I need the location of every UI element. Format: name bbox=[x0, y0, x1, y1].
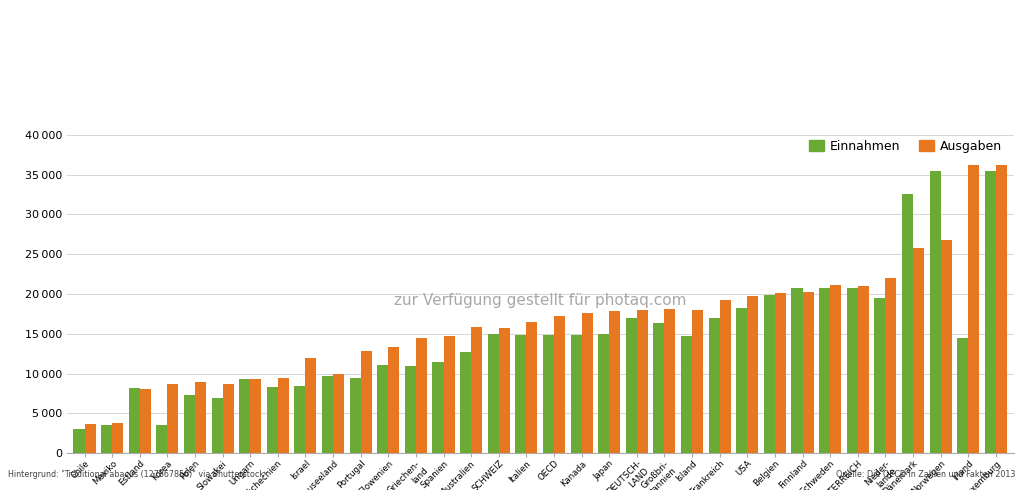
Bar bbox=[322, 376, 333, 453]
Bar bbox=[212, 397, 222, 453]
Bar bbox=[333, 374, 344, 453]
Text: Staatliche Ausgaben und Einnahmen: Staatliche Ausgaben und Einnahmen bbox=[63, 5, 639, 33]
Bar bbox=[543, 335, 554, 453]
Text: Quelle: Die OECD in Zahlen und Fakten 2013: Quelle: Die OECD in Zahlen und Fakten 20… bbox=[837, 469, 1016, 479]
Bar bbox=[554, 317, 565, 453]
Bar bbox=[748, 296, 759, 453]
Bar bbox=[969, 165, 979, 453]
Text: )): )) bbox=[12, 24, 48, 62]
Text: zur Verfügung gestellt für photaq.com: zur Verfügung gestellt für photaq.com bbox=[394, 293, 686, 308]
Bar bbox=[665, 309, 676, 453]
Bar bbox=[598, 334, 609, 453]
Bar bbox=[609, 311, 621, 453]
Bar bbox=[388, 346, 399, 453]
Bar bbox=[775, 293, 786, 453]
Bar bbox=[443, 336, 455, 453]
Bar bbox=[626, 318, 637, 453]
Bar bbox=[957, 338, 969, 453]
Bar bbox=[294, 386, 305, 453]
Bar bbox=[195, 382, 206, 453]
Bar bbox=[157, 424, 167, 453]
Bar bbox=[819, 289, 830, 453]
Text: Pro-Kopf-Angaben für die OECD-Länder in Kaufkraftparität (PPP-$), 2010: Pro-Kopf-Angaben für die OECD-Länder in … bbox=[63, 93, 489, 106]
Bar bbox=[432, 362, 443, 453]
Legend: Einnahmen, Ausgaben: Einnahmen, Ausgaben bbox=[804, 135, 1008, 158]
Bar bbox=[139, 389, 151, 453]
Bar bbox=[830, 285, 841, 453]
Bar bbox=[582, 313, 593, 453]
Bar bbox=[267, 387, 278, 453]
Bar bbox=[515, 335, 526, 453]
Bar bbox=[167, 384, 178, 453]
Bar bbox=[720, 300, 731, 453]
Bar bbox=[913, 248, 924, 453]
Bar bbox=[792, 289, 803, 453]
Bar bbox=[416, 338, 427, 453]
Bar bbox=[764, 295, 775, 453]
Bar bbox=[874, 298, 886, 453]
Bar bbox=[184, 395, 195, 453]
Bar bbox=[709, 318, 720, 453]
Bar bbox=[74, 429, 85, 453]
Bar bbox=[85, 424, 95, 453]
Bar bbox=[941, 240, 951, 453]
Bar bbox=[404, 367, 416, 453]
Bar bbox=[692, 310, 703, 453]
Bar bbox=[886, 278, 896, 453]
Bar bbox=[570, 335, 582, 453]
Bar bbox=[499, 328, 510, 453]
Bar bbox=[250, 379, 261, 453]
Text: Hintergrund: "Traditional abacus (127867856)" via Shutterstock: Hintergrund: "Traditional abacus (127867… bbox=[8, 469, 264, 479]
Bar bbox=[101, 425, 112, 453]
Bar bbox=[471, 327, 482, 453]
Bar bbox=[526, 322, 538, 453]
Bar bbox=[112, 423, 123, 453]
Bar bbox=[637, 310, 648, 453]
Bar bbox=[930, 171, 941, 453]
Bar bbox=[129, 388, 139, 453]
Bar bbox=[360, 350, 372, 453]
Bar bbox=[847, 288, 858, 453]
Bar bbox=[995, 165, 1007, 453]
Bar bbox=[222, 384, 233, 453]
Bar bbox=[305, 359, 316, 453]
Bar bbox=[460, 352, 471, 453]
Bar bbox=[902, 195, 913, 453]
Bar bbox=[736, 308, 748, 453]
Bar bbox=[985, 171, 995, 453]
Bar bbox=[858, 286, 868, 453]
Bar bbox=[653, 322, 665, 453]
Bar bbox=[487, 334, 499, 453]
Bar bbox=[681, 336, 692, 453]
Bar bbox=[240, 379, 250, 453]
Bar bbox=[803, 292, 813, 453]
Bar bbox=[377, 365, 388, 453]
Bar bbox=[349, 378, 360, 453]
Bar bbox=[278, 378, 289, 453]
